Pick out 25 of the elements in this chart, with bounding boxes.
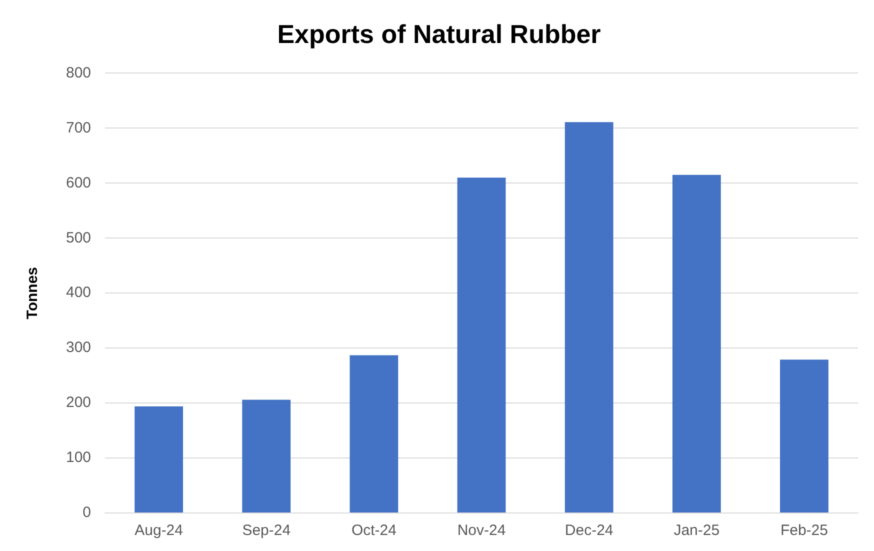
y-tick-label: 500 (66, 229, 92, 246)
x-tick-label: Feb-25 (780, 522, 828, 540)
y-tick-label: 800 (66, 64, 92, 82)
bar (350, 355, 398, 512)
x-tick-label: Sep-24 (242, 522, 291, 540)
chart-title: Exports of Natural Rubber (277, 18, 601, 49)
x-tick-label: Jan-25 (674, 522, 720, 540)
y-tick-label: 200 (66, 394, 92, 412)
bar (134, 406, 184, 512)
x-tick-label: Nov-24 (457, 522, 506, 540)
bar (564, 122, 614, 512)
x-tick-label: Oct-24 (351, 522, 396, 540)
y-tick-label: 300 (66, 339, 92, 356)
y-tick-label: 600 (66, 174, 92, 192)
bar (672, 174, 721, 512)
y-axis-title: Tonnes (24, 266, 42, 320)
y-tick-label: 700 (66, 119, 92, 136)
x-tick-label: Aug-24 (134, 522, 183, 540)
bar (242, 400, 291, 512)
y-tick-label: 400 (66, 284, 92, 302)
x-tick-label: Dec-24 (564, 522, 614, 540)
bar (457, 178, 506, 512)
bar (780, 360, 828, 512)
y-tick-label: 100 (66, 449, 92, 466)
y-tick-label: 0 (82, 504, 92, 522)
